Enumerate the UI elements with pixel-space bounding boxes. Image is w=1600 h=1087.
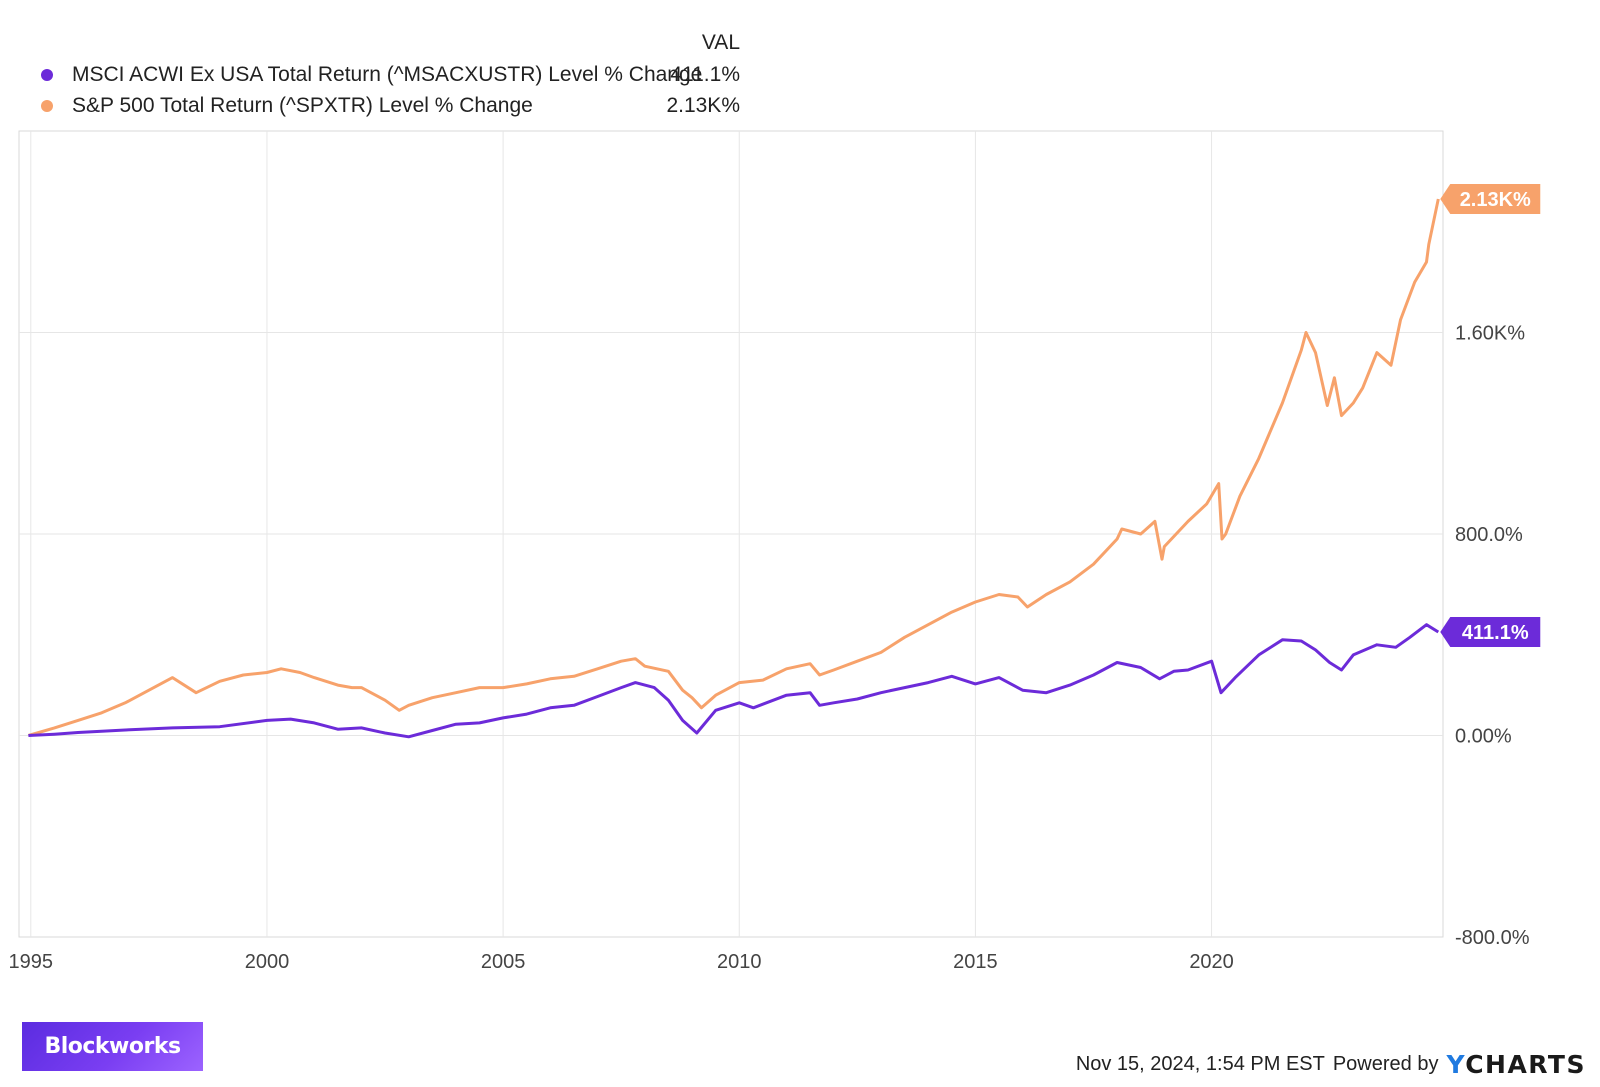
x-tick-label: 2000 xyxy=(245,951,290,973)
legend-series-value: 2.13K% xyxy=(666,94,740,117)
y-tick-label: -800.0% xyxy=(1455,927,1530,949)
x-tick-label: 2010 xyxy=(717,951,762,973)
chart-timestamp: Nov 15, 2024, 1:54 PM EST xyxy=(1075,1052,1325,1075)
y-tick-label: 800.0% xyxy=(1455,524,1523,546)
y-tick-label: 1.60K% xyxy=(1455,323,1525,345)
chart-legend: VAL MSCI ACWI Ex USA Total Return (^MSAC… xyxy=(0,0,760,120)
legend-series-value: 411.1% xyxy=(670,63,740,86)
ycharts-logo[interactable]: YCHARTS xyxy=(1446,1049,1586,1079)
legend-item-sp500[interactable]: S&P 500 Total Return (^SPXTR) Level % Ch… xyxy=(0,91,760,121)
x-tick-label: 2015 xyxy=(953,951,998,973)
x-tick-label: 1995 xyxy=(9,951,54,973)
legend-item-msci[interactable]: MSCI ACWI Ex USA Total Return (^MSACXUST… xyxy=(0,60,760,90)
y-axis: 1.60K% 800.0% 0.00% -800.0% xyxy=(1455,323,1530,950)
series-line-0 xyxy=(27,198,1440,737)
legend-value-header: VAL xyxy=(701,31,740,54)
x-axis: 1995 2000 2005 2010 2015 2020 xyxy=(9,951,1234,973)
end-flag-0 xyxy=(1440,184,1541,215)
x-tick-label: 2005 xyxy=(481,951,526,973)
series-color-dot xyxy=(41,69,53,81)
footer: Nov 15, 2024, 1:54 PM EST Powered by YCH… xyxy=(1076,1049,1586,1079)
powered-by-text: Powered by xyxy=(1332,1052,1439,1075)
blockworks-logo: Blockworks xyxy=(22,1022,203,1071)
legend-series-name: MSCI ACWI Ex USA Total Return (^MSACXUST… xyxy=(72,63,703,86)
brand-name: Blockworks xyxy=(44,1034,181,1059)
grid-lines xyxy=(19,131,1443,937)
end-value-label: 2.13K% xyxy=(1460,189,1531,211)
series-line-1 xyxy=(28,623,1440,739)
legend-series-name: S&P 500 Total Return (^SPXTR) Level % Ch… xyxy=(72,94,533,117)
end-value-label: 411.1% xyxy=(1462,622,1529,644)
y-tick-label: 0.00% xyxy=(1455,726,1512,748)
x-tick-label: 2020 xyxy=(1189,951,1234,973)
line-chart: 1995 2000 2005 2010 2015 2020 1.60K% 800.0% 0.0… xyxy=(9,130,1541,973)
series-color-dot xyxy=(41,100,53,112)
series-layer xyxy=(27,198,1440,739)
end-value-flags: 2.13K% 411.1% xyxy=(1440,184,1541,647)
end-flag-1 xyxy=(1440,616,1541,647)
